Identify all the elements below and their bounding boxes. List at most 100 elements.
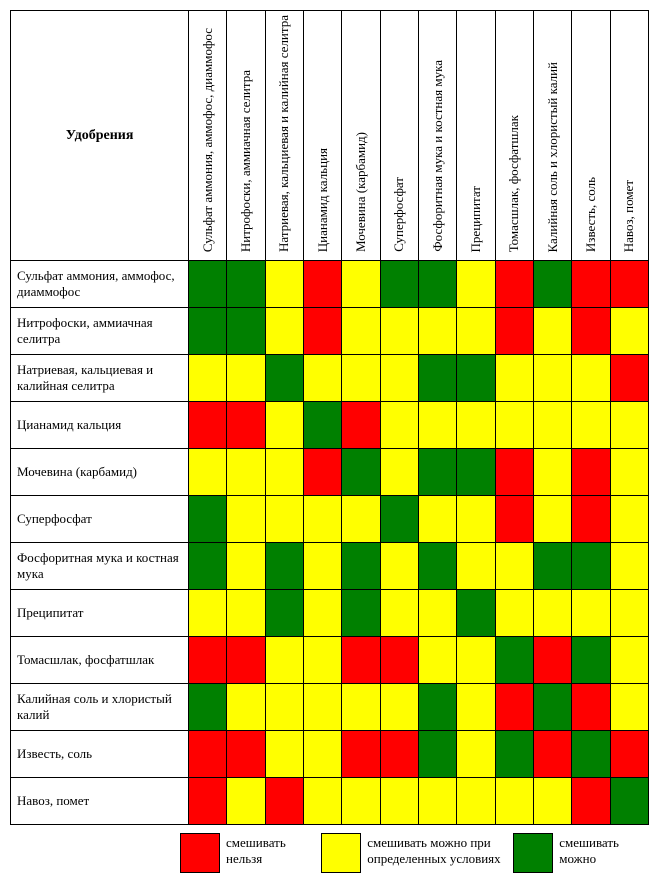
matrix-cell — [342, 778, 380, 825]
matrix-cell — [572, 308, 610, 355]
matrix-cell — [572, 496, 610, 543]
row-header: Цианамид кальция — [11, 402, 189, 449]
matrix-cell — [265, 731, 303, 778]
matrix-cell — [265, 778, 303, 825]
matrix-cell — [610, 355, 648, 402]
matrix-cell — [342, 684, 380, 731]
matrix-cell — [610, 731, 648, 778]
matrix-cell — [227, 449, 265, 496]
col-header: Томасшлак, фосфатшлак — [495, 11, 533, 261]
col-header: Нитрофоски, аммиачная селитра — [227, 11, 265, 261]
matrix-cell — [227, 355, 265, 402]
table-row: Известь, соль — [11, 731, 649, 778]
matrix-cell — [533, 778, 571, 825]
col-header-label: Калийная соль и хлористый калий — [545, 62, 561, 252]
matrix-cell — [610, 590, 648, 637]
row-header: Суперфосфат — [11, 496, 189, 543]
matrix-cell — [419, 731, 457, 778]
matrix-cell — [457, 778, 495, 825]
matrix-cell — [304, 684, 342, 731]
matrix-cell — [533, 496, 571, 543]
matrix-cell — [189, 684, 227, 731]
matrix-cell — [533, 590, 571, 637]
matrix-cell — [495, 731, 533, 778]
col-header-label: Натриевая, кальциевая и калийная селитра — [276, 15, 292, 252]
row-header: Навоз, помет — [11, 778, 189, 825]
matrix-cell — [304, 355, 342, 402]
matrix-cell — [342, 449, 380, 496]
matrix-cell — [533, 402, 571, 449]
matrix-cell — [265, 684, 303, 731]
matrix-cell — [419, 261, 457, 308]
matrix-cell — [495, 543, 533, 590]
matrix-cell — [189, 543, 227, 590]
matrix-cell — [304, 543, 342, 590]
table-row: Мочевина (карбамид) — [11, 449, 649, 496]
matrix-cell — [304, 637, 342, 684]
col-header: Натриевая, кальциевая и калийная селитра — [265, 11, 303, 261]
matrix-cell — [265, 543, 303, 590]
matrix-cell — [265, 261, 303, 308]
legend-label: смешивать можно — [559, 833, 649, 867]
row-header: Томасшлак, фосфатшлак — [11, 637, 189, 684]
matrix-cell — [533, 637, 571, 684]
legend-swatch — [513, 833, 553, 873]
matrix-cell — [495, 449, 533, 496]
matrix-cell — [189, 496, 227, 543]
legend-label: смешивать можно при определенных условия… — [367, 833, 507, 867]
legend-swatch — [321, 833, 361, 873]
matrix-cell — [610, 778, 648, 825]
matrix-cell — [495, 496, 533, 543]
matrix-cell — [610, 261, 648, 308]
matrix-cell — [304, 308, 342, 355]
matrix-cell — [380, 496, 418, 543]
matrix-cell — [495, 778, 533, 825]
matrix-cell — [419, 684, 457, 731]
col-header-label: Нитрофоски, аммиачная селитра — [238, 70, 254, 252]
matrix-cell — [572, 590, 610, 637]
row-header: Нитрофоски, аммиачная селитра — [11, 308, 189, 355]
matrix-cell — [304, 402, 342, 449]
matrix-cell — [189, 731, 227, 778]
col-header-label: Сульфат аммония, аммофос, диаммофос — [200, 28, 216, 252]
col-header-label: Известь, соль — [583, 177, 599, 252]
col-header: Мочевина (карбамид) — [342, 11, 380, 261]
matrix-cell — [380, 731, 418, 778]
matrix-cell — [189, 778, 227, 825]
matrix-cell — [572, 355, 610, 402]
matrix-cell — [227, 496, 265, 543]
row-header: Натриевая, кальциевая и калийная селитра — [11, 355, 189, 402]
table-row: Томасшлак, фосфатшлак — [11, 637, 649, 684]
legend-label: смешивать нельзя — [226, 833, 315, 867]
matrix-cell — [533, 684, 571, 731]
matrix-cell — [495, 402, 533, 449]
matrix-cell — [495, 590, 533, 637]
row-header: Калийная соль и хлористый калий — [11, 684, 189, 731]
matrix-cell — [533, 449, 571, 496]
matrix-cell — [380, 308, 418, 355]
matrix-cell — [610, 449, 648, 496]
col-header-label: Мочевина (карбамид) — [353, 132, 369, 252]
matrix-cell — [342, 637, 380, 684]
matrix-cell — [457, 261, 495, 308]
matrix-cell — [265, 637, 303, 684]
col-header: Навоз, помет — [610, 11, 648, 261]
matrix-cell — [189, 637, 227, 684]
matrix-cell — [495, 261, 533, 308]
matrix-cell — [457, 402, 495, 449]
matrix-cell — [380, 355, 418, 402]
matrix-cell — [419, 449, 457, 496]
matrix-cell — [189, 590, 227, 637]
matrix-cell — [457, 355, 495, 402]
col-header-label: Фосфоритная мука и костная мука — [430, 60, 446, 252]
table-row: Цианамид кальция — [11, 402, 649, 449]
col-header-label: Томасшлак, фосфатшлак — [506, 115, 522, 252]
matrix-cell — [265, 308, 303, 355]
table-row: Нитрофоски, аммиачная селитра — [11, 308, 649, 355]
matrix-cell — [304, 731, 342, 778]
matrix-cell — [572, 402, 610, 449]
matrix-cell — [227, 731, 265, 778]
matrix-cell — [610, 308, 648, 355]
matrix-cell — [227, 590, 265, 637]
matrix-cell — [227, 402, 265, 449]
